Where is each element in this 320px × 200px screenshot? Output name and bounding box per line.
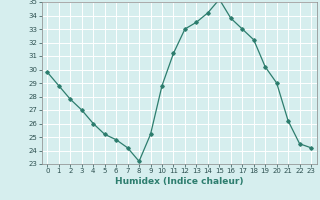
X-axis label: Humidex (Indice chaleur): Humidex (Indice chaleur): [115, 177, 244, 186]
